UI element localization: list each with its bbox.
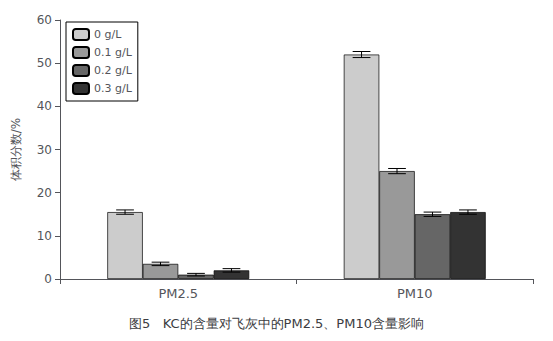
svg-text:PM10: PM10 [397, 286, 433, 301]
svg-text:体积分数/%: 体积分数/% [9, 118, 23, 181]
svg-text:50: 50 [37, 56, 52, 70]
svg-text:30: 30 [37, 143, 52, 157]
svg-text:图5 KC的含量对飞灰中的PM2.5、PM10含量影响: 图5 KC的含量对飞灰中的PM2.5、PM10含量影响 [129, 316, 424, 331]
svg-text:0 g/L: 0 g/L [94, 28, 122, 41]
svg-text:0: 0 [44, 272, 52, 286]
svg-text:40: 40 [37, 99, 52, 113]
svg-text:60: 60 [37, 13, 52, 27]
svg-text:20: 20 [37, 186, 52, 200]
svg-text:PM2.5: PM2.5 [158, 286, 198, 301]
svg-text:10: 10 [37, 229, 52, 243]
svg-text:0.3 g/L: 0.3 g/L [94, 82, 133, 95]
svg-text:0.2 g/L: 0.2 g/L [94, 64, 133, 77]
svg-text:0.1 g/L: 0.1 g/L [94, 46, 133, 59]
